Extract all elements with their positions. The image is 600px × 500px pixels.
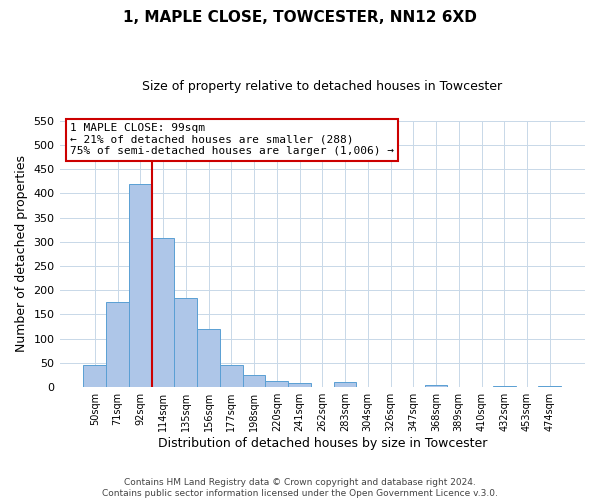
Bar (106, 302, 129, 387)
Bar (129, 184, 152, 387)
Text: Contains HM Land Registry data © Crown copyright and database right 2024.
Contai: Contains HM Land Registry data © Crown c… (102, 478, 498, 498)
Bar (242, 374, 265, 387)
Title: Size of property relative to detached houses in Towcester: Size of property relative to detached ho… (142, 80, 502, 93)
X-axis label: Distribution of detached houses by size in Towcester: Distribution of detached houses by size … (158, 437, 487, 450)
Bar (493, 386, 515, 387)
Bar (425, 386, 448, 387)
Text: 1 MAPLE CLOSE: 99sqm
← 21% of detached houses are smaller (288)
75% of semi-deta: 1 MAPLE CLOSE: 99sqm ← 21% of detached h… (70, 123, 394, 156)
Bar (152, 238, 175, 387)
Bar (288, 384, 311, 387)
Bar (197, 329, 220, 387)
Bar (220, 365, 242, 387)
Text: 1, MAPLE CLOSE, TOWCESTER, NN12 6XD: 1, MAPLE CLOSE, TOWCESTER, NN12 6XD (123, 10, 477, 25)
Y-axis label: Number of detached properties: Number of detached properties (15, 156, 28, 352)
Bar (265, 382, 288, 387)
Bar (538, 386, 561, 387)
Bar (334, 382, 356, 387)
Bar (83, 365, 106, 387)
Bar (175, 298, 197, 387)
